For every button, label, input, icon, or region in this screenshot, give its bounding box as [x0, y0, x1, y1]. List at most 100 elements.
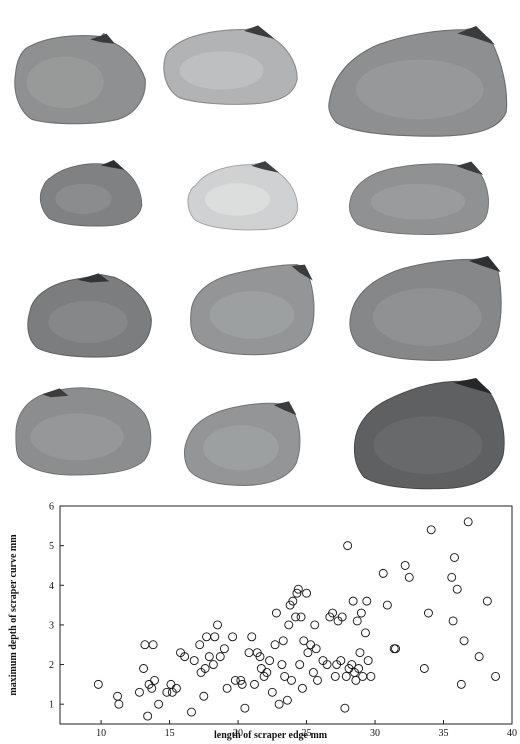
data-point: [426, 525, 436, 535]
data-point: [288, 596, 298, 606]
scraper-photo: [178, 400, 304, 488]
data-point: [150, 675, 159, 685]
y-tick-label: 1: [49, 700, 54, 711]
data-point: [236, 675, 246, 685]
data-point: [271, 608, 281, 618]
data-point: [447, 572, 457, 582]
y-axis-title: maximum depth of scraper curve mm: [8, 534, 19, 696]
scraper-photo: [10, 28, 148, 128]
data-point: [210, 632, 220, 642]
data-point: [322, 660, 332, 669]
y-ticks: 1 2 3 4 5 6: [49, 502, 64, 711]
data-point: [180, 652, 190, 662]
data-point: [337, 612, 347, 622]
x-tick-label: 35: [439, 728, 449, 739]
data-point: [423, 608, 433, 618]
data-point: [219, 644, 229, 654]
data-point: [352, 616, 362, 626]
scraper-photo: [322, 26, 510, 138]
scraper-photo: [36, 160, 144, 228]
data-point: [187, 707, 196, 717]
scraper-photo: [344, 256, 504, 362]
data-point: [313, 675, 322, 685]
data-point: [330, 671, 340, 681]
data-point: [154, 699, 164, 709]
data-point: [295, 660, 305, 669]
data-point: [199, 691, 209, 701]
data-point: [237, 679, 247, 689]
data-point: [366, 671, 376, 681]
data-point: [293, 584, 303, 594]
data-point: [343, 541, 353, 551]
data-point: [140, 640, 150, 650]
data-point: [166, 679, 176, 689]
data-point: [354, 664, 364, 673]
data-point: [134, 687, 144, 697]
data-point: [328, 608, 338, 618]
data-point: [347, 660, 357, 669]
data-point: [450, 553, 459, 562]
y-tick-label: 5: [49, 541, 54, 552]
data-point: [162, 687, 172, 697]
data-point: [147, 683, 157, 693]
y-tick-label: 6: [49, 502, 54, 513]
data-point: [113, 691, 122, 701]
data-point: [270, 640, 280, 650]
x-tick-label: 30: [370, 728, 380, 739]
data-points: [93, 517, 501, 721]
data-point: [459, 636, 469, 646]
data-point: [255, 652, 265, 662]
data-point: [452, 584, 462, 594]
data-point: [303, 648, 313, 658]
data-point: [391, 644, 401, 654]
data-point: [204, 652, 214, 662]
scraper-photo: [184, 160, 300, 232]
data-point: [240, 703, 250, 713]
data-point: [215, 652, 225, 662]
data-point: [341, 671, 351, 681]
data-point: [291, 612, 301, 622]
data-point: [358, 671, 368, 681]
data-point: [287, 675, 296, 685]
data-point: [296, 612, 306, 622]
data-point: [267, 687, 277, 697]
data-point: [356, 608, 366, 618]
data-point: [284, 620, 294, 630]
data-point: [400, 561, 410, 570]
data-point: [274, 699, 284, 709]
data-point: [250, 679, 259, 689]
data-point: [230, 675, 240, 685]
data-point: [378, 568, 388, 578]
data-point: [297, 683, 307, 693]
scraper-photo: [344, 160, 492, 236]
data-point: [382, 600, 392, 610]
data-point: [363, 656, 373, 666]
data-point: [171, 683, 181, 693]
data-point: [340, 703, 350, 713]
y-tick-label: 2: [49, 660, 54, 671]
data-point: [148, 640, 158, 650]
data-point: [448, 616, 458, 626]
x-ticks: 10 15 20 25 30 35 40: [96, 720, 517, 739]
data-point: [355, 648, 365, 658]
data-point: [143, 711, 153, 721]
data-point: [311, 644, 321, 654]
plot-frame: [59, 505, 513, 725]
data-point: [299, 636, 309, 646]
data-point: [244, 648, 254, 658]
x-tick-label: 40: [507, 728, 517, 739]
scraper-photo: [186, 262, 318, 356]
data-point: [310, 620, 320, 630]
data-point: [404, 572, 414, 582]
data-point: [93, 679, 103, 689]
data-point: [213, 620, 222, 630]
data-point: [302, 588, 311, 598]
data-point: [256, 664, 266, 673]
scraper-photo: [22, 272, 154, 360]
scraper-photo: [348, 378, 508, 490]
data-point: [348, 596, 358, 606]
scraper-photo: [160, 24, 300, 106]
x-tick-label: 10: [96, 728, 106, 739]
data-point: [282, 695, 292, 705]
